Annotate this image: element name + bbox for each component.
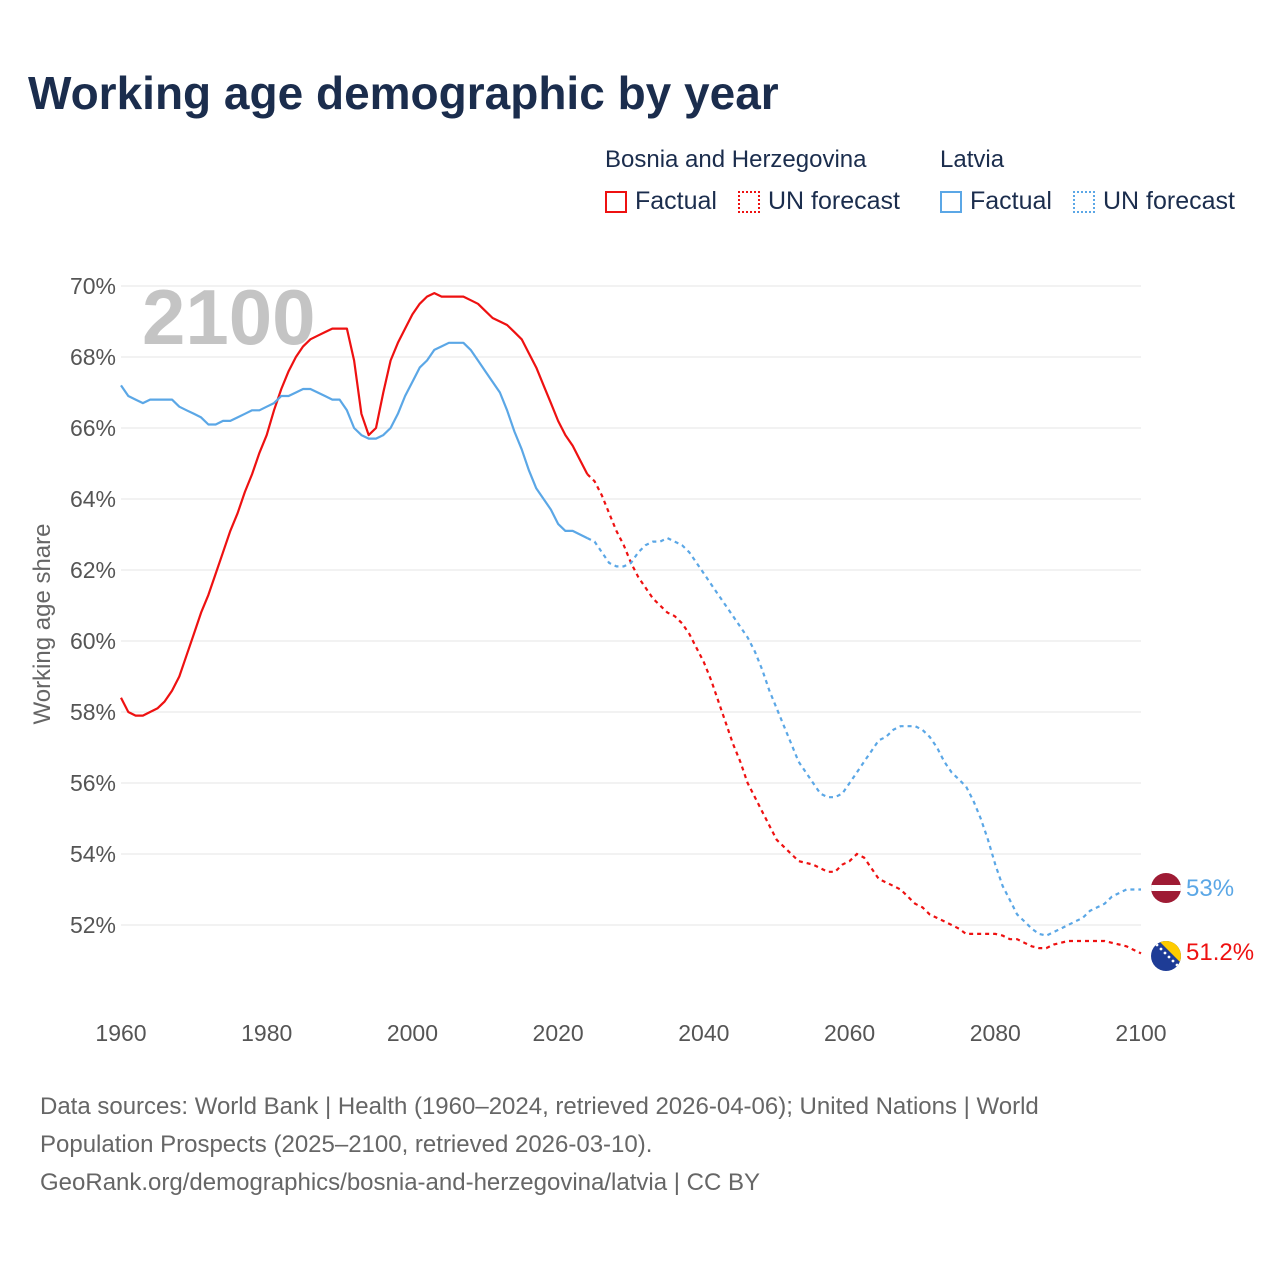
latvia-end-label: 53% bbox=[1186, 875, 1234, 902]
legend-label: UN forecast bbox=[1103, 187, 1235, 215]
y-tick-label: 68% bbox=[70, 344, 116, 370]
line-chart: 52% 54% 56% 58% 60% 62% 64% 66% 68% 70% 1960 1980 20… bbox=[29, 273, 1254, 1046]
x-tick-label: 1960 bbox=[95, 1020, 146, 1046]
legend-latvia-factual[interactable]: Factual bbox=[940, 187, 1052, 216]
legend-bosnia-forecast[interactable]: UN forecast bbox=[738, 187, 900, 216]
y-tick-label: 70% bbox=[70, 273, 116, 299]
y-tick-label: 66% bbox=[70, 415, 116, 441]
chart-title: Working age demographic by year bbox=[28, 67, 779, 119]
latvia-flag-icon bbox=[1151, 873, 1181, 903]
legend-latvia-country: Latvia bbox=[940, 146, 1005, 173]
y-tick-label: 54% bbox=[70, 841, 116, 867]
footer-sources-line2: Population Prospects (2025–2100, retriev… bbox=[40, 1131, 653, 1158]
y-tick-label: 56% bbox=[70, 770, 116, 796]
legend-swatch-solid-icon bbox=[940, 190, 962, 213]
legend-swatch-dotted-icon bbox=[1073, 190, 1095, 213]
legend-bosnia-country: Bosnia and Herzegovina bbox=[605, 146, 867, 173]
footer: Data sources: World Bank | Health (1960–… bbox=[40, 1088, 1240, 1202]
legend-latvia-forecast[interactable]: UN forecast bbox=[1073, 187, 1235, 216]
x-tick-label: 2060 bbox=[824, 1020, 875, 1046]
bosnia-and-herzegovinafactual-line[interactable] bbox=[120, 292, 589, 717]
y-tick-label: 62% bbox=[70, 557, 116, 583]
bosnia-flag-icon bbox=[1151, 941, 1181, 971]
x-tick-label: 1980 bbox=[241, 1020, 292, 1046]
legend-swatch-solid-icon bbox=[605, 190, 627, 213]
x-tick-label: 2100 bbox=[1115, 1020, 1166, 1046]
legend-label: UN forecast bbox=[768, 187, 900, 215]
x-tick-label: 2000 bbox=[387, 1020, 438, 1046]
latviaforecast-line[interactable] bbox=[586, 536, 1141, 937]
year-watermark: 2100 bbox=[142, 273, 316, 361]
y-tick-label: 60% bbox=[70, 628, 116, 654]
y-axis-label: Working age share bbox=[29, 524, 56, 725]
footer-url[interactable]: GeoRank.org/demographics/bosnia-and-herz… bbox=[40, 1169, 760, 1196]
bosnia-and-herzegovinaforecast-line[interactable] bbox=[586, 473, 1142, 955]
legend-bosnia-factual[interactable]: Factual bbox=[605, 187, 717, 216]
legend-label: Factual bbox=[970, 187, 1052, 215]
y-tick-label: 52% bbox=[70, 912, 116, 938]
legend-swatch-dotted-icon bbox=[738, 190, 760, 213]
bosnia-end-label: 51.2% bbox=[1186, 939, 1254, 966]
x-tick-label: 2080 bbox=[970, 1020, 1021, 1046]
y-tick-label: 64% bbox=[70, 486, 116, 512]
x-tick-label: 2020 bbox=[533, 1020, 584, 1046]
footer-sources-line1: Data sources: World Bank | Health (1960–… bbox=[40, 1093, 1039, 1120]
x-tick-label: 2040 bbox=[678, 1020, 729, 1046]
legend-label: Factual bbox=[635, 187, 717, 215]
y-tick-label: 58% bbox=[70, 699, 116, 725]
latviafactual-line[interactable] bbox=[120, 341, 588, 540]
